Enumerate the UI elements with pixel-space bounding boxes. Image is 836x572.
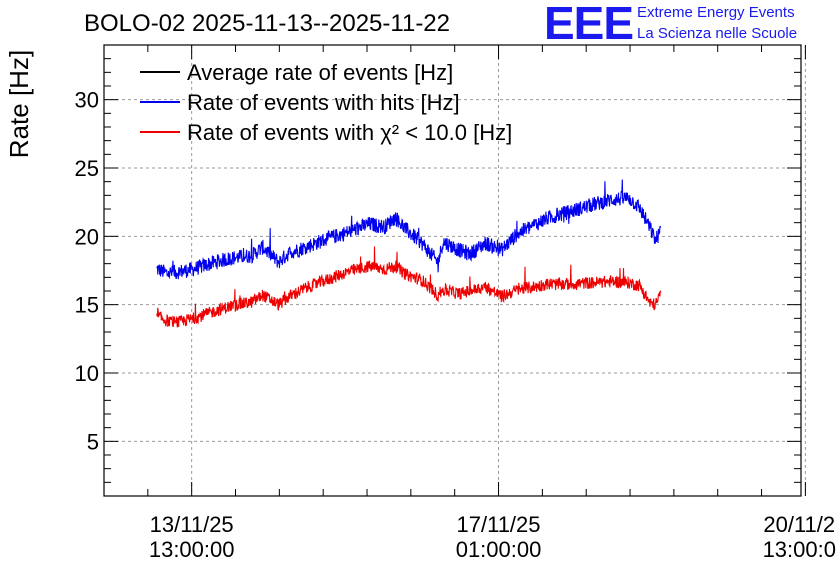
plot-frame — [103, 44, 802, 497]
label-layer: 5101520253013/11/2513:00:0017/11/2501:00… — [75, 88, 836, 562]
legend-label: Rate of events with hits [Hz] — [187, 90, 460, 115]
series-line — [156, 246, 662, 328]
y-tick-label: 10 — [75, 361, 99, 386]
legend: Average rate of events [Hz] Rate of event… — [140, 60, 512, 145]
y-tick-label: 25 — [75, 156, 99, 181]
grid-layer — [104, 45, 806, 496]
x-tick-label-date: 13/11/25 — [150, 512, 234, 537]
x-tick-label-time: 13:00:00 — [763, 537, 836, 562]
x-tick-label-time: 13:00:00 — [149, 537, 235, 562]
y-tick-label: 15 — [75, 293, 99, 318]
eee-logo: EEE — [544, 0, 634, 49]
eee-logo-line1: Extreme Energy Events — [637, 4, 795, 21]
x-tick-label-date: 17/11/25 — [457, 512, 541, 537]
legend-label: Average rate of events [Hz] — [187, 60, 453, 85]
series-line — [156, 179, 662, 280]
x-tick-label-date: 20/11/25 — [763, 512, 836, 537]
y-tick-label: 5 — [87, 429, 99, 454]
x-tick-label-time: 01:00:00 — [456, 537, 542, 562]
eee-logo-line2: La Scienza nelle Scuole — [637, 25, 798, 42]
y-tick-label: 20 — [75, 224, 99, 249]
y-tick-label: 30 — [75, 88, 99, 113]
series-layer — [156, 179, 662, 328]
y-axis-label: Rate [Hz] — [4, 50, 34, 158]
legend-label: Rate of events with χ² < 10.0 [Hz] — [187, 120, 512, 145]
tick-layer — [103, 44, 806, 497]
chart-title: BOLO-02 2025-11-13--2025-11-22 — [84, 10, 450, 37]
